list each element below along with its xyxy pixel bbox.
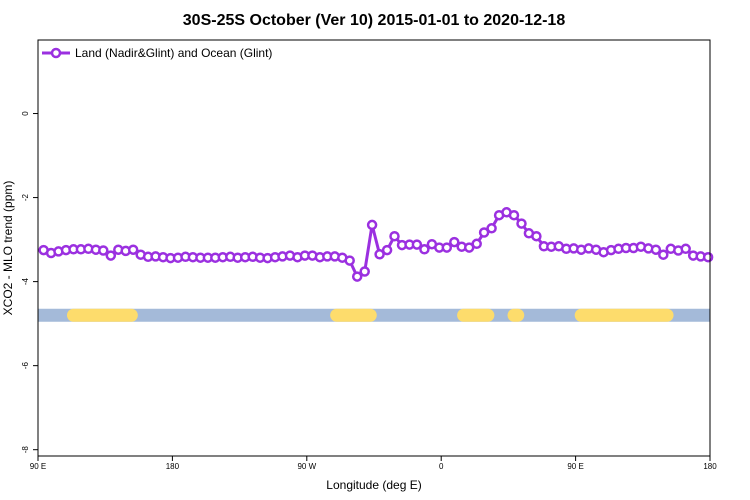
data-point (508, 209, 520, 221)
data-point (105, 250, 117, 261)
x-tick-label: 0 (439, 462, 444, 471)
data-point (471, 238, 482, 250)
x-tick-label: 180 (166, 462, 180, 471)
data-point (650, 244, 662, 255)
data-point (381, 244, 393, 256)
data-point (344, 255, 355, 266)
x-tick-label: 180 (703, 462, 717, 471)
data-point (441, 242, 453, 253)
plot-frame (37, 39, 711, 457)
series-layer (38, 207, 714, 282)
x-tick-label: 90 E (30, 462, 46, 471)
x-axis-label: Longitude (deg E) (326, 478, 421, 492)
y-axis-ticks: 0 -2 -4 -6 -8 (21, 111, 38, 453)
y-tick-label: -2 (21, 193, 30, 201)
y-tick-label: -8 (21, 446, 30, 454)
legend: Land (Nadir&Glint) and Ocean (Glint) (42, 46, 272, 60)
x-tick-label: 90 W (297, 462, 316, 471)
data-point (127, 244, 139, 255)
chart-title: 30S-25S October (Ver 10) 2015-01-01 to 2… (183, 12, 566, 29)
legend-label: Land (Nadir&Glint) and Ocean (Glint) (75, 46, 272, 60)
y-tick-label: -6 (21, 362, 30, 370)
data-point (531, 230, 542, 242)
x-axis-ticks: 90 E 180 90 W 0 90 E 180 (30, 456, 717, 471)
data-point (411, 239, 423, 250)
y-axis-label: XCO2 - MLO trend (ppm) (1, 181, 15, 316)
data-point (449, 236, 460, 248)
data-point (680, 243, 691, 255)
data-point (366, 219, 378, 231)
legend-marker (50, 47, 62, 59)
data-point (486, 223, 497, 234)
y-tick-label: -4 (21, 278, 30, 286)
data-point (374, 249, 385, 260)
data-point (351, 271, 363, 282)
data-point (98, 245, 109, 256)
y-tick-label: 0 (21, 111, 30, 116)
data-point (478, 227, 490, 238)
data-point (516, 218, 527, 229)
data-point (359, 266, 370, 277)
data-point (702, 251, 714, 263)
data-point (658, 249, 669, 260)
data-point (419, 244, 430, 255)
data-point (389, 230, 400, 242)
x-tick-label: 90 E (567, 462, 583, 471)
